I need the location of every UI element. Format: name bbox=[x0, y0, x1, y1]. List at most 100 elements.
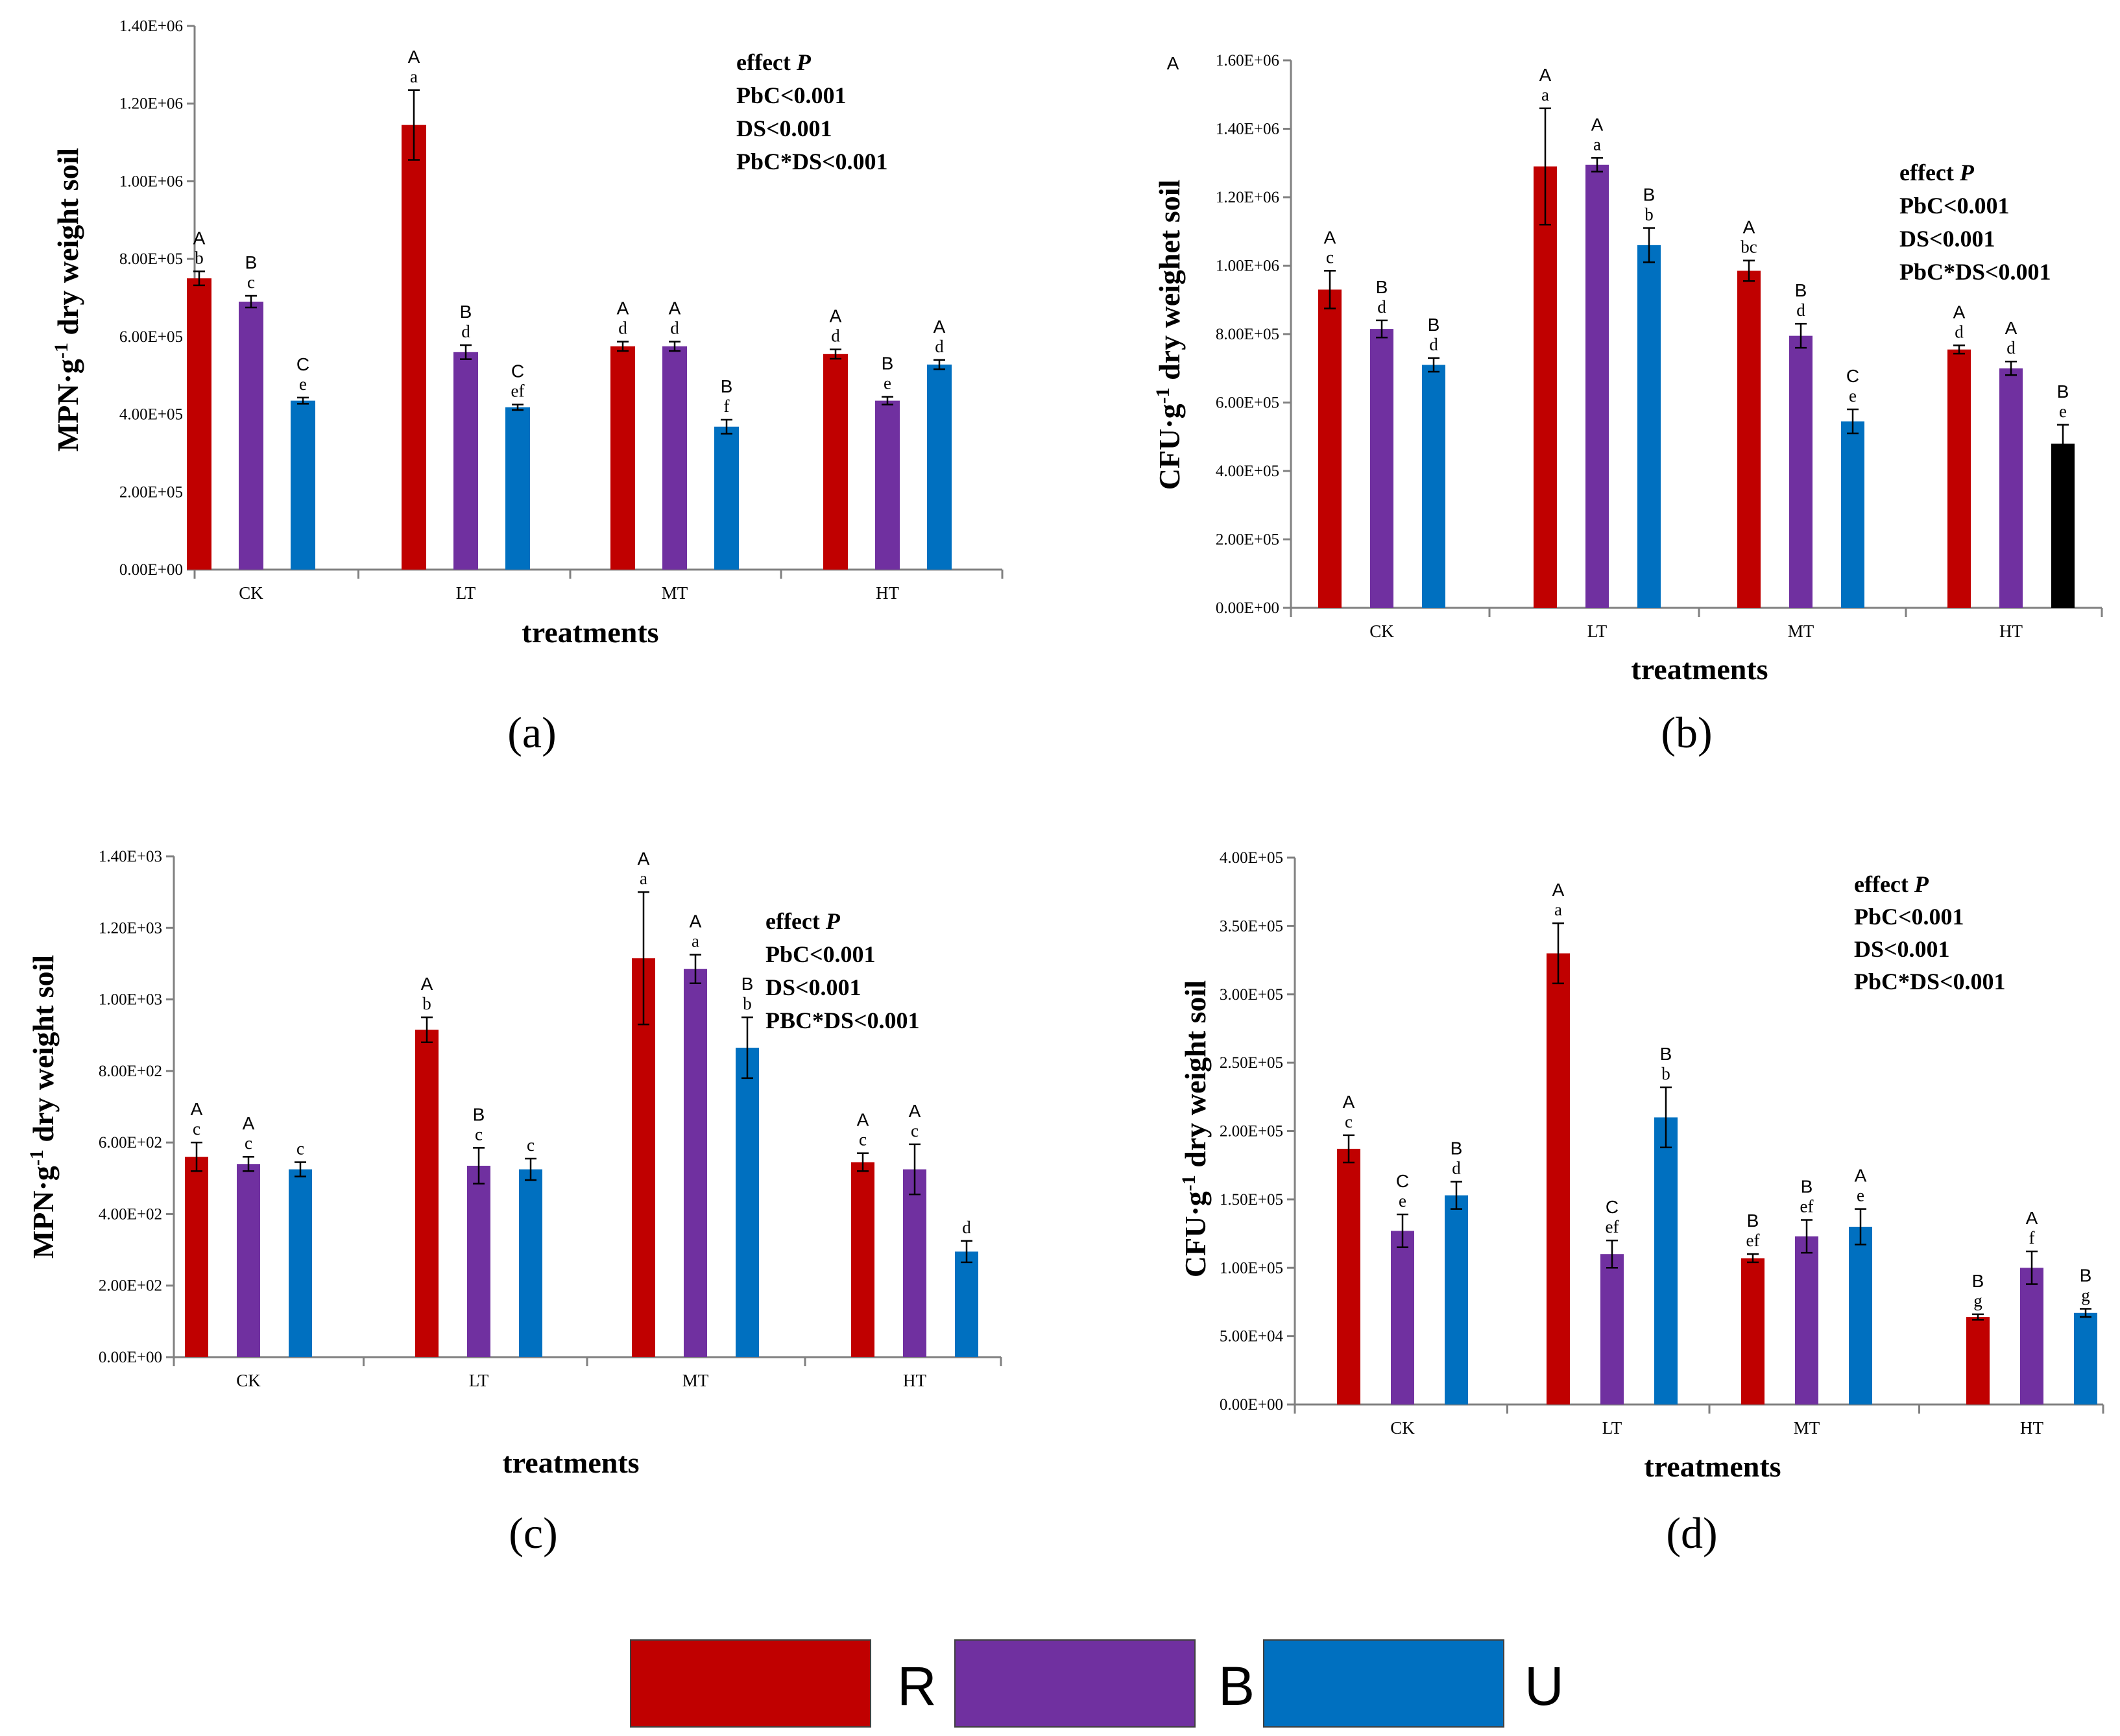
bar-B-HT bbox=[875, 400, 900, 570]
lowercase-letter: d bbox=[962, 1218, 971, 1237]
y-tick-label: 8.00E+05 bbox=[119, 250, 183, 268]
uppercase-letter: C bbox=[1846, 366, 1859, 386]
lowercase-letter: c bbox=[245, 1133, 252, 1153]
effect-line: PbC<0.001 bbox=[1854, 904, 1964, 930]
lowercase-letter: b bbox=[743, 994, 752, 1013]
uppercase-letter: B bbox=[721, 376, 733, 396]
y-tick-label: 1.40E+03 bbox=[99, 848, 162, 865]
x-category-label: LT bbox=[456, 583, 476, 603]
y-tick-label: 0.00E+00 bbox=[99, 1349, 162, 1366]
bar-B-CK bbox=[239, 301, 263, 570]
bar-B-CK bbox=[1391, 1231, 1414, 1404]
y-axis-title-sup: -1 bbox=[1152, 387, 1174, 404]
lowercase-letter: d bbox=[461, 322, 470, 341]
uppercase-letter: A bbox=[1591, 114, 1604, 134]
y-tick-label: 1.00E+06 bbox=[119, 173, 183, 190]
bar-U-HT bbox=[2074, 1312, 2097, 1404]
bar-R-MT bbox=[1737, 271, 1761, 609]
bar-B-MT bbox=[1789, 335, 1813, 608]
uppercase-letter: A bbox=[1324, 227, 1336, 247]
y-tick-label: 1.40E+06 bbox=[119, 18, 183, 35]
uppercase-letter: B bbox=[1747, 1211, 1759, 1231]
lowercase-letter: c bbox=[247, 272, 255, 292]
bar-U-MT bbox=[736, 1048, 759, 1357]
uppercase-letter: A bbox=[2026, 1208, 2038, 1228]
effect-line: PbC<0.001 bbox=[765, 941, 876, 967]
bar-U-HT bbox=[2051, 443, 2075, 608]
uppercase-letter: B bbox=[473, 1104, 485, 1124]
bar-B-CK bbox=[237, 1164, 260, 1357]
bar-B-CK bbox=[1370, 329, 1393, 608]
uppercase-letter: A bbox=[243, 1113, 255, 1133]
bar-R-HT bbox=[1966, 1317, 1990, 1404]
bar-R-HT bbox=[823, 354, 848, 570]
lowercase-letter: c bbox=[296, 1139, 304, 1158]
uppercase-letter: C bbox=[511, 361, 524, 381]
lowercase-letter: d bbox=[2006, 338, 2016, 357]
bar-R-CK bbox=[1318, 289, 1342, 608]
effect-line: PbC*DS<0.001 bbox=[1899, 259, 2051, 285]
lowercase-letter: f bbox=[2029, 1228, 2035, 1248]
bar-U-LT bbox=[1637, 245, 1661, 609]
x-axis-title: treatments bbox=[1631, 653, 1768, 686]
legend-swatch-B bbox=[954, 1639, 1196, 1728]
legend-label-R: R bbox=[897, 1656, 937, 1717]
y-tick-label: 4.00E+02 bbox=[99, 1205, 162, 1223]
lowercase-letter: d bbox=[670, 319, 679, 338]
x-category-label: CK bbox=[239, 583, 263, 603]
y-axis-title-sup: -1 bbox=[51, 343, 72, 359]
y-tick-label: 1.50E+05 bbox=[1220, 1191, 1283, 1209]
y-tick-label: 2.00E+02 bbox=[99, 1277, 162, 1295]
x-category-label: CK bbox=[1390, 1418, 1415, 1438]
bar-R-LT bbox=[1534, 166, 1557, 608]
y-tick-label: 6.00E+02 bbox=[99, 1134, 162, 1151]
bar-U-HT bbox=[955, 1251, 978, 1357]
chart-panel-b: 0.00E+00 2.00E+05 4.00E+05 6.00E+05 8.00E+05… bbox=[1152, 52, 2103, 757]
lowercase-letter: e bbox=[2059, 402, 2067, 421]
uppercase-letter: A bbox=[191, 1099, 203, 1119]
effect-title: effect P bbox=[1899, 160, 1975, 186]
bar-U-MT bbox=[1849, 1227, 1872, 1404]
bar-B-MT bbox=[1795, 1236, 1818, 1404]
effect-line: PbC*DS<0.001 bbox=[1854, 969, 2006, 995]
bar-U-CK bbox=[1422, 365, 1445, 608]
bar-R-LT bbox=[1547, 953, 1570, 1404]
y-axis-title-rest: dry weighet soil bbox=[1153, 180, 1186, 388]
bar-R-CK bbox=[187, 278, 211, 570]
y-tick-label: 8.00E+05 bbox=[1216, 326, 1279, 343]
y-tick-label: 4.00E+05 bbox=[1220, 849, 1283, 867]
effect-title-text: effect bbox=[765, 908, 826, 934]
chart-panel-a: 0.00E+00 2.00E+05 4.00E+05 6.00E+05 8.00E+05… bbox=[51, 18, 1004, 757]
bar-R-LT bbox=[402, 125, 426, 570]
legend-label-B: B bbox=[1218, 1656, 1255, 1717]
lowercase-letter: e bbox=[1399, 1191, 1406, 1211]
uppercase-letter: A bbox=[1552, 880, 1565, 900]
lowercase-letter: b bbox=[1644, 204, 1654, 224]
lowercase-letter: d bbox=[1796, 300, 1805, 320]
uppercase-letter: B bbox=[1428, 315, 1440, 335]
uppercase-letter: A bbox=[421, 974, 433, 994]
uppercase-letter: A bbox=[1539, 65, 1552, 85]
x-axis-title: treatments bbox=[502, 1446, 639, 1479]
y-axis-title-main: CFU·g bbox=[1179, 1191, 1212, 1277]
lowercase-letter: f bbox=[724, 396, 730, 416]
x-category-label: MT bbox=[682, 1371, 709, 1390]
bar-B-LT bbox=[453, 352, 478, 570]
y-tick-label: 3.50E+05 bbox=[1220, 917, 1283, 935]
uppercase-letter: B bbox=[1643, 184, 1656, 204]
x-category-label: HT bbox=[903, 1371, 926, 1390]
y-tick-label: 3.00E+05 bbox=[1220, 986, 1283, 1004]
bar-U-CK bbox=[1445, 1195, 1468, 1404]
uppercase-letter: B bbox=[741, 974, 754, 994]
uppercase-letter: A bbox=[669, 298, 681, 319]
y-axis-title-main: CFU·g bbox=[1153, 404, 1186, 490]
uppercase-letter: A bbox=[193, 228, 206, 248]
y-axis-title-sup: -1 bbox=[1178, 1175, 1199, 1191]
lowercase-letter: b bbox=[1661, 1064, 1670, 1083]
x-category-label: HT bbox=[1999, 621, 2023, 641]
y-axis-title: MPN·g-1 dry weight soil bbox=[26, 955, 60, 1259]
bar-B-MT bbox=[662, 346, 687, 570]
uppercase-letter: C bbox=[1396, 1171, 1409, 1191]
y-tick-label: 1.20E+06 bbox=[119, 95, 183, 113]
